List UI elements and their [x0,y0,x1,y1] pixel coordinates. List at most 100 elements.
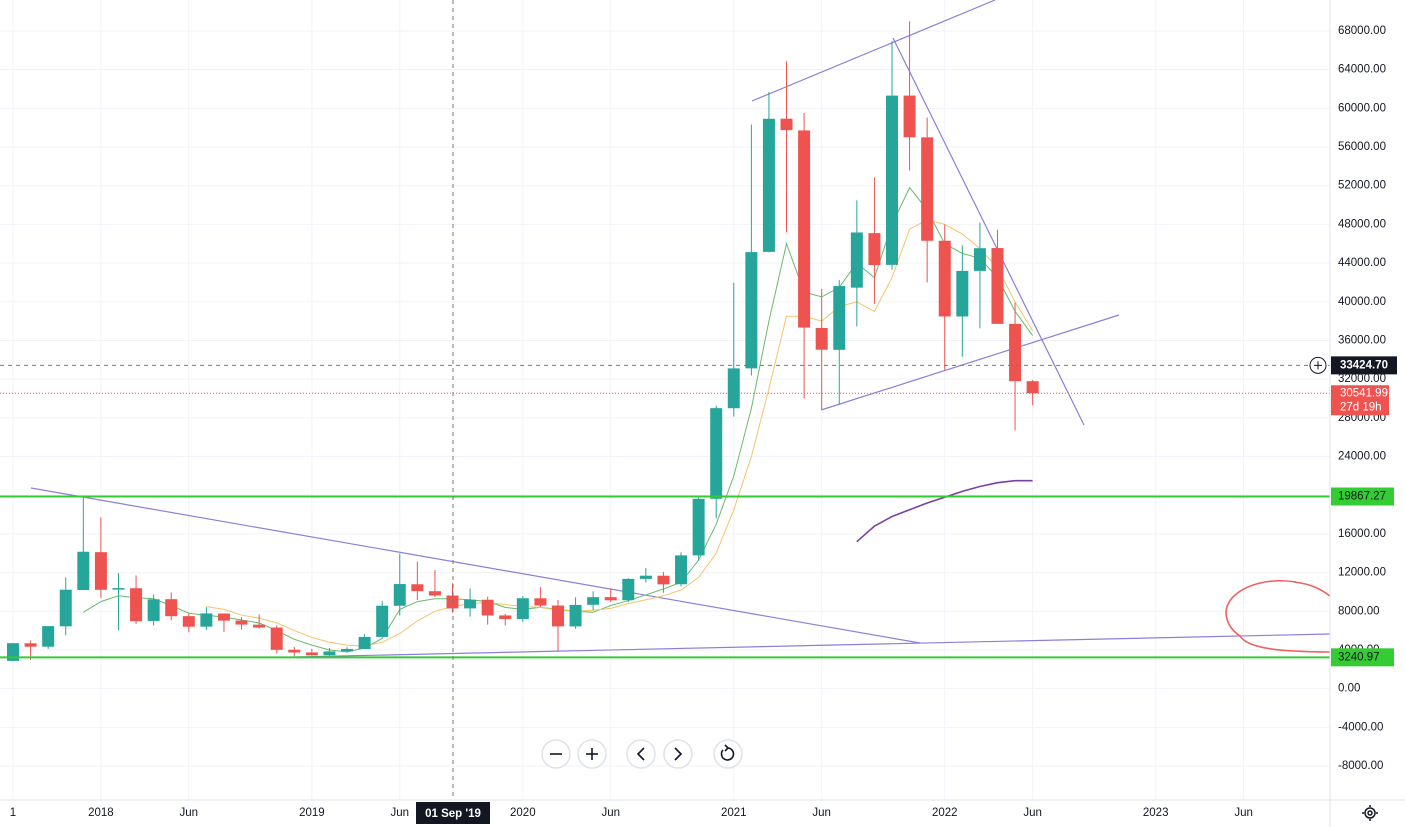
candle-body [727,368,740,409]
x-tick-label: 2023 [1143,807,1169,819]
add-alert-button[interactable] [1309,356,1327,374]
last-price-label: 30541.99 [1340,387,1388,399]
candle-body [376,605,389,637]
y-tick-label: 52000.00 [1338,180,1386,192]
candle-body [1009,323,1022,382]
moving-average [206,219,1034,647]
candle-body [868,233,881,266]
candle-body [938,240,951,317]
candle-body [393,584,406,606]
candle-body [217,613,230,621]
candle-body [288,649,301,653]
zoom-in-button[interactable] [577,739,607,769]
candle-body [762,118,775,252]
candle-body [692,498,705,556]
add-alert-icon [1314,361,1322,370]
crosshair-x-label: 01 Sep '19 [425,808,481,820]
candle-body [499,615,512,620]
candle-body [921,137,934,241]
candle-body [165,599,178,617]
candle-body [77,551,90,591]
candle-body [850,232,863,288]
candle-body [569,604,582,627]
candle-body [639,575,652,579]
candle-body [42,626,55,647]
x-tick-label: 2022 [932,807,958,819]
y-tick-label: 32000.00 [1338,373,1386,385]
axis-labels: 19867.27 3240.97 33424.70 30541.99 27d 19h [1309,356,1397,667]
level-label-box [1331,648,1394,667]
x-tick-label: Jun [390,807,409,819]
candle-body [323,651,336,656]
x-tick-label: Jun [1023,807,1042,819]
candle-body [182,616,195,627]
candle-body [481,599,494,616]
y-tick-label: 24000.00 [1338,451,1386,463]
x-tick-label: Jun [180,807,199,819]
candle-body [358,636,371,649]
y-tick-label: 36000.00 [1338,334,1386,346]
settings-button[interactable] [1362,805,1378,821]
candle-body [270,627,283,650]
level-label-box [1331,487,1394,506]
trend-line[interactable] [30,487,921,644]
candle-body [200,613,213,627]
y-tick-label: 40000.00 [1338,296,1386,308]
drawings [30,0,1331,658]
x-tick-label: Jun [1234,807,1253,819]
candle-body [130,588,143,622]
scroll-left-button[interactable] [626,739,656,769]
candle-body [886,95,898,265]
candle-body [745,252,758,369]
crosshair-y-label-box [1331,356,1397,375]
y-tick-label: 12000.00 [1338,567,1386,579]
freehand-drawing[interactable] [1225,579,1331,653]
trend-line[interactable] [751,0,996,102]
y-tick-label: 0.00 [1338,683,1360,695]
candle-body [675,555,688,585]
candle-body [815,327,828,350]
axes: -8000.00-4000.000.004000.008000.0012000.… [10,25,1386,819]
x-tick-label: 2021 [721,807,747,819]
x-tick-label: 2019 [299,807,325,819]
candle-body [24,643,37,647]
grid [0,0,1330,800]
reset-button[interactable] [713,739,743,769]
candle-body [305,652,318,656]
y-tick-label: 16000.00 [1338,528,1386,540]
candle-body [464,599,477,609]
x-tick-label: Jun [812,807,831,819]
trend-line[interactable] [892,37,1085,426]
scroll-right-button[interactable] [663,739,693,769]
zoom-out-button[interactable] [541,739,571,769]
trend-line[interactable] [295,633,1331,658]
candle-body [112,588,125,590]
toolbar [541,739,743,769]
x-tick-label: 2018 [88,807,114,819]
last-price-box [1331,385,1389,416]
candle-body [903,95,916,138]
candle-body [798,130,811,328]
y-tick-label: 56000.00 [1338,141,1386,153]
candle-body [235,620,248,625]
candle-body [622,578,635,601]
y-tick-label: 60000.00 [1338,102,1386,114]
candle-body [973,248,986,271]
x-tick-label: 2020 [510,807,536,819]
candle-body [534,598,547,606]
plot [0,21,1330,662]
candle-body [59,589,72,627]
y-tick-label: 44000.00 [1338,257,1386,269]
y-tick-label: 8000.00 [1338,605,1380,617]
candle-body [341,648,354,652]
candle-body [516,598,529,620]
countdown-label: 27d 19h [1340,401,1382,413]
crosshair-x-label-box [416,802,490,824]
trend-line[interactable] [820,314,1120,411]
y-tick-label: 68000.00 [1338,25,1386,37]
y-tick-label: -8000.00 [1338,760,1383,772]
x-tick-label: 1 [10,807,16,819]
candle-body [587,597,600,605]
candle-body [253,624,266,628]
